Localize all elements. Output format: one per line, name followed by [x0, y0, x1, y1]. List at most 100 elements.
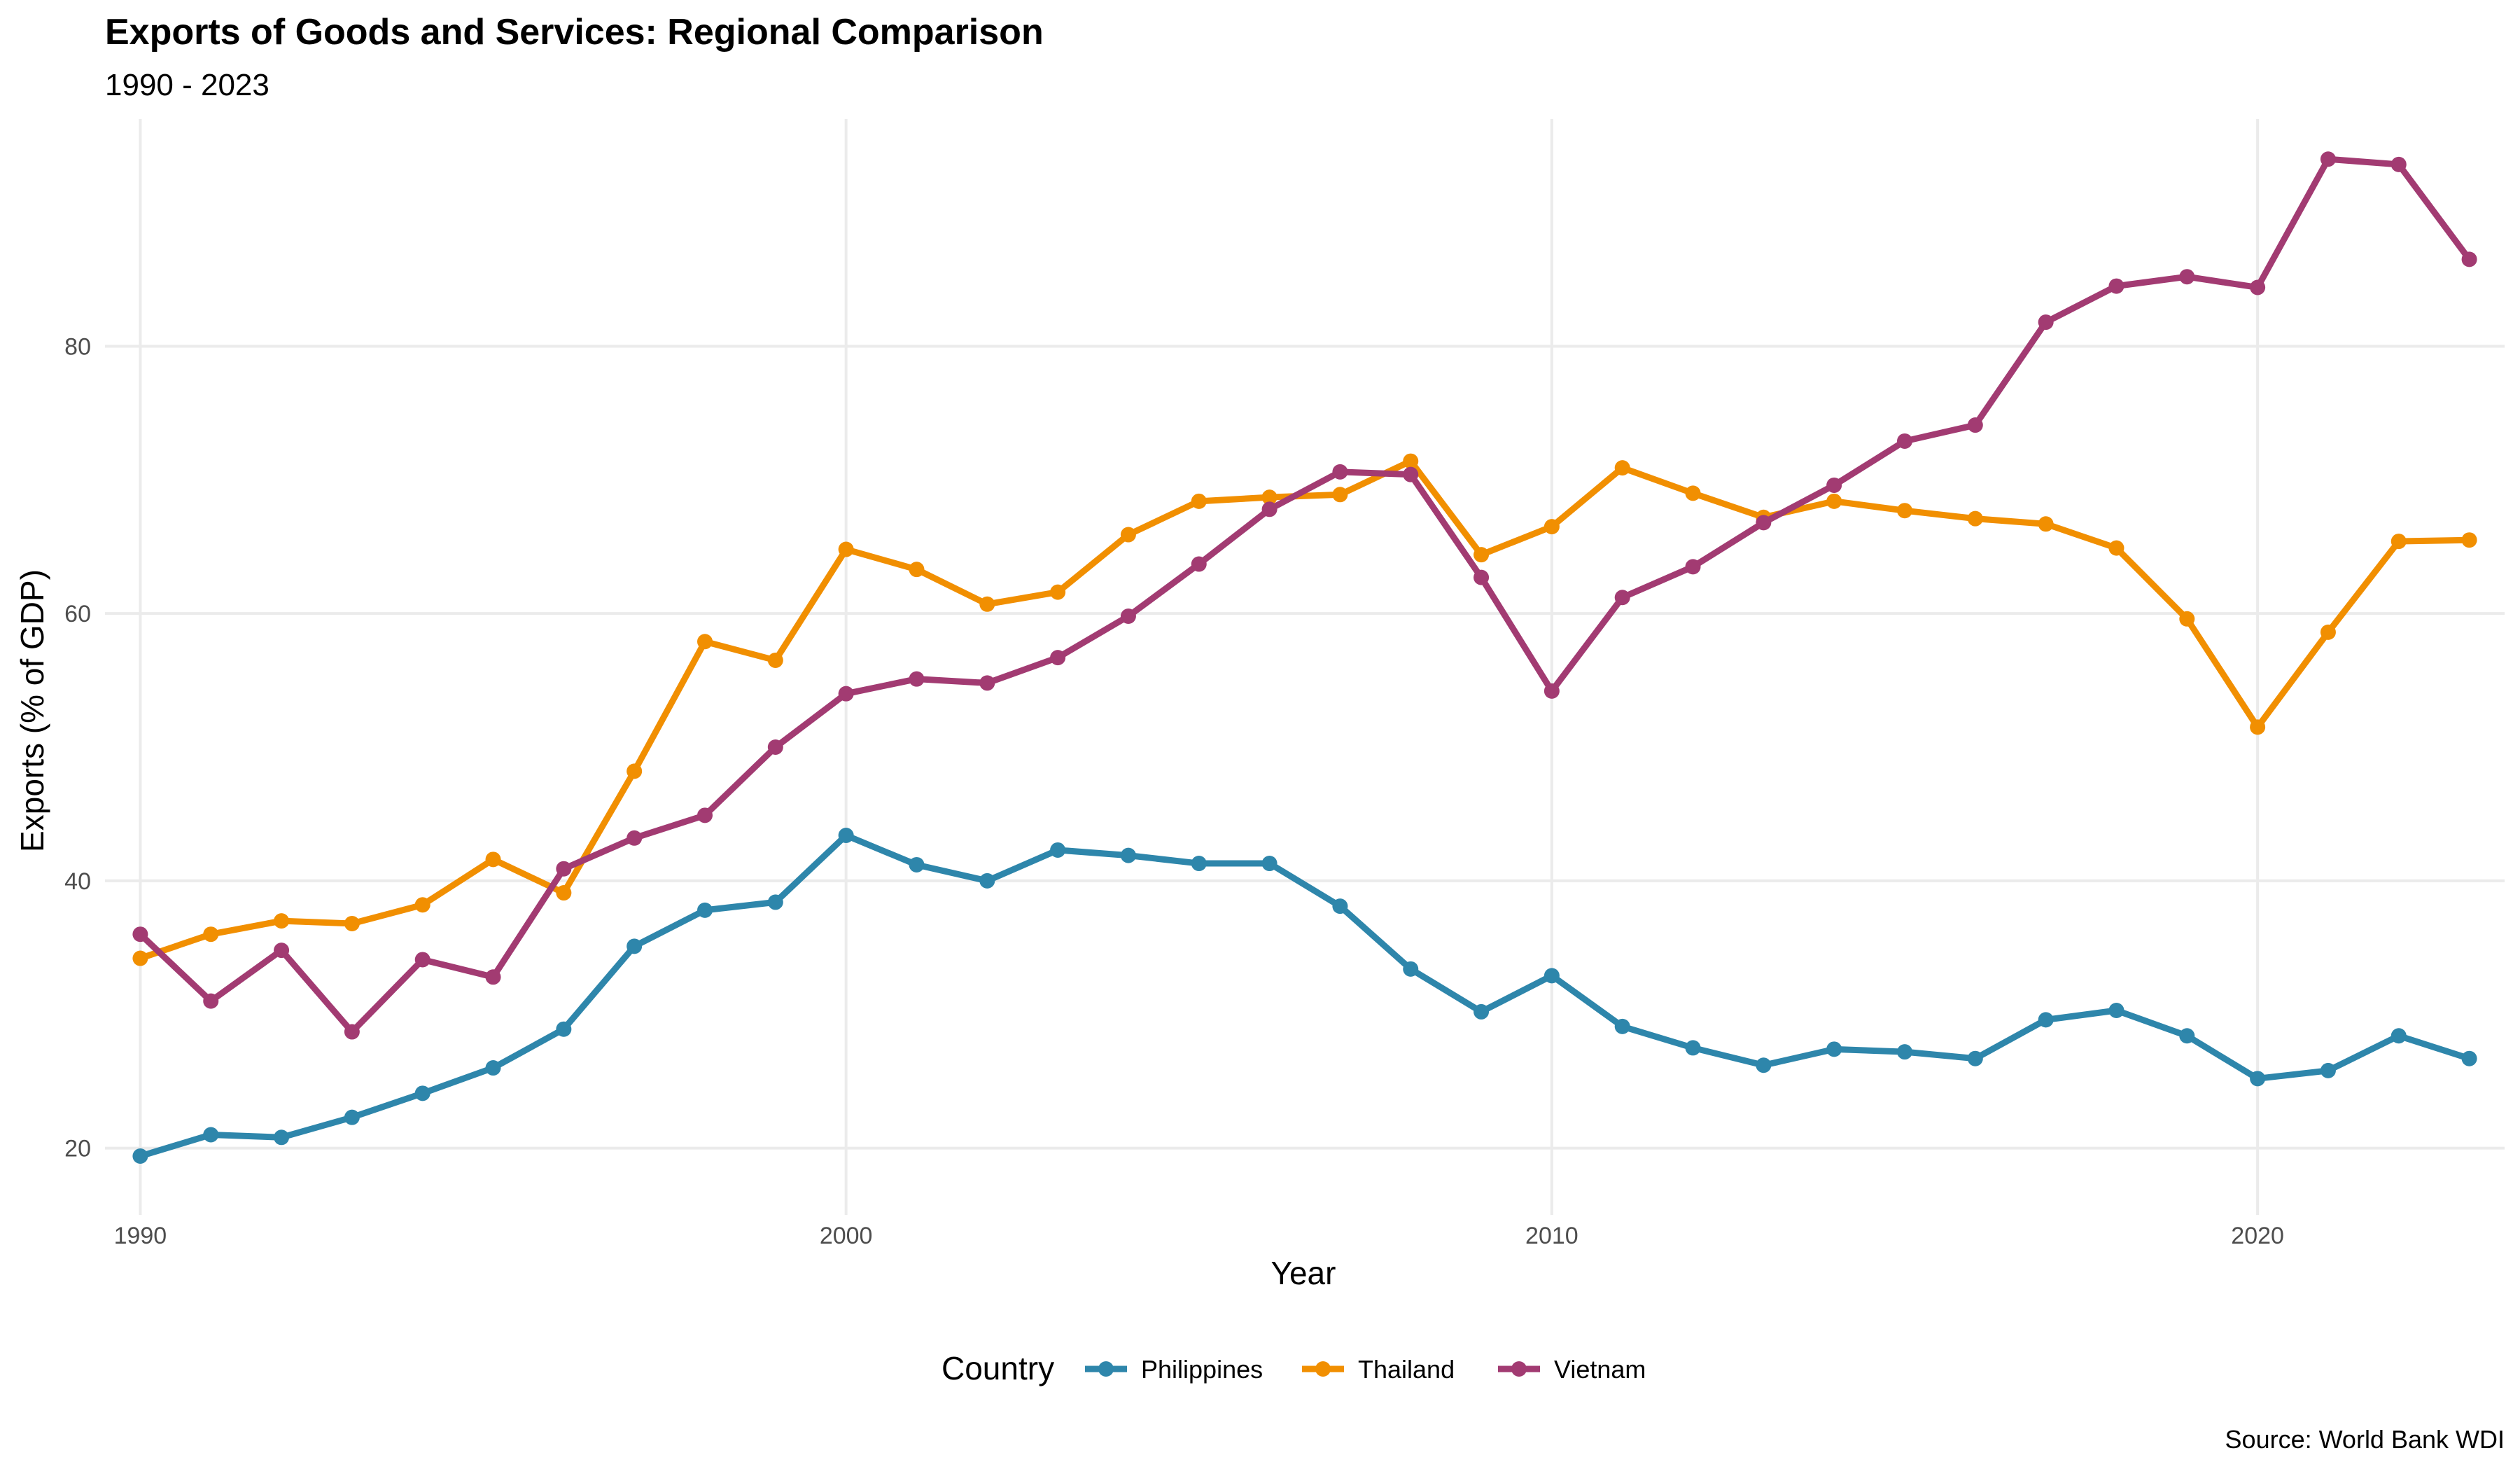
chart-title: Exports of Goods and Services: Regional …: [105, 12, 1044, 53]
data-point-philippines: [1261, 856, 1278, 872]
data-point-philippines: [1544, 968, 1560, 984]
data-point-vietnam: [2461, 251, 2477, 267]
data-point-philippines: [1756, 1057, 1772, 1073]
y-axis-ticks: 20 40 60 80: [64, 333, 91, 1162]
data-point-thailand: [485, 851, 501, 868]
legend-title: Country: [941, 1350, 1054, 1386]
x-tick-label: 2010: [1525, 1223, 1578, 1249]
legend-key-point: [1098, 1361, 1114, 1377]
data-point-vietnam: [1191, 556, 1207, 572]
data-point-vietnam: [1120, 608, 1136, 624]
data-point-thailand: [1897, 503, 1912, 519]
data-point-philippines: [2108, 1002, 2124, 1018]
data-point-philippines: [1191, 856, 1207, 872]
data-point-thailand: [1403, 453, 1419, 469]
data-point-thailand: [697, 634, 713, 650]
data-point-thailand: [1967, 510, 1983, 527]
data-point-philippines: [2320, 1062, 2336, 1078]
x-axis-title: Year: [1271, 1255, 1336, 1291]
data-point-philippines: [626, 938, 643, 954]
data-point-vietnam: [2038, 314, 2054, 331]
data-point-vietnam: [979, 675, 995, 691]
x-axis-ticks: 1990 2000 2010 2020: [114, 1223, 2284, 1249]
data-point-thailand: [2320, 624, 2336, 640]
data-point-thailand: [1261, 489, 1278, 506]
data-point-philippines: [2390, 1028, 2407, 1044]
x-tick-label: 2000: [820, 1223, 873, 1249]
data-point-philippines: [979, 872, 995, 889]
data-point-vietnam: [626, 830, 643, 846]
data-point-thailand: [1474, 547, 1490, 563]
data-point-philippines: [1120, 847, 1136, 863]
data-point-vietnam: [132, 926, 148, 943]
data-point-vietnam: [697, 807, 713, 823]
data-point-thailand: [767, 652, 783, 668]
data-point-thailand: [274, 913, 290, 929]
data-point-vietnam: [2390, 156, 2407, 172]
data-point-vietnam: [1614, 590, 1630, 606]
y-tick-label: 80: [64, 333, 91, 360]
y-tick-label: 20: [64, 1136, 91, 1162]
data-point-vietnam: [1332, 464, 1348, 480]
data-point-thailand: [1614, 460, 1630, 476]
data-point-thailand: [1050, 584, 1066, 600]
data-point-philippines: [2461, 1050, 2477, 1066]
data-point-thailand: [2038, 516, 2054, 532]
data-point-vietnam: [1261, 501, 1278, 517]
legend-item-vietnam: Vietnam: [1498, 1355, 1646, 1384]
chart-caption: Source: World Bank WDI: [2225, 1425, 2505, 1454]
series-line-vietnam: [136, 155, 2473, 1036]
data-point-philippines: [1614, 1018, 1630, 1034]
data-point-philippines: [485, 1060, 501, 1076]
data-point-thailand: [979, 596, 995, 612]
data-point-thailand: [1544, 519, 1560, 535]
legend-label: Thailand: [1358, 1355, 1455, 1384]
data-point-thailand: [132, 950, 148, 966]
data-point-vietnam: [1050, 650, 1066, 666]
data-point-thailand: [2461, 532, 2477, 548]
data-point-vietnam: [556, 861, 572, 877]
data-point-thailand: [203, 926, 219, 943]
legend-item-philippines: Philippines: [1085, 1355, 1263, 1384]
data-point-vietnam: [1967, 417, 1983, 433]
x-tick-label: 1990: [114, 1223, 167, 1249]
data-point-vietnam: [909, 671, 925, 687]
data-point-philippines: [2250, 1071, 2266, 1087]
data-point-thailand: [414, 897, 430, 913]
data-point-philippines: [2038, 1012, 2054, 1028]
data-point-philippines: [1685, 1040, 1701, 1056]
data-point-thailand: [1685, 485, 1701, 501]
data-point-philippines: [1897, 1044, 1912, 1060]
y-tick-label: 40: [64, 868, 91, 895]
data-point-vietnam: [1685, 559, 1701, 575]
data-point-vietnam: [1756, 515, 1772, 531]
data-point-thailand: [344, 915, 360, 931]
data-point-philippines: [838, 827, 854, 843]
data-point-thailand: [1120, 527, 1136, 543]
data-point-philippines: [767, 894, 783, 910]
data-point-philippines: [1332, 898, 1348, 915]
x-tick-label: 2020: [2231, 1223, 2284, 1249]
gridlines: [105, 119, 2505, 1215]
data-point-vietnam: [414, 952, 430, 968]
data-point-vietnam: [2179, 269, 2195, 285]
data-point-philippines: [414, 1085, 430, 1101]
series-vietnam: [132, 151, 2477, 1040]
legend-label: Vietnam: [1554, 1355, 1646, 1384]
data-point-philippines: [132, 1148, 148, 1164]
data-point-philippines: [1050, 842, 1066, 858]
data-point-vietnam: [274, 943, 290, 959]
data-point-philippines: [1403, 961, 1419, 977]
data-point-thailand: [2108, 540, 2124, 556]
legend-item-thailand: Thailand: [1302, 1355, 1455, 1384]
data-point-vietnam: [1474, 569, 1490, 585]
data-point-vietnam: [1403, 466, 1419, 482]
data-point-philippines: [344, 1109, 360, 1125]
series-philippines: [132, 827, 2477, 1164]
data-point-thailand: [909, 562, 925, 578]
data-point-vietnam: [767, 739, 783, 756]
data-point-thailand: [626, 763, 643, 779]
data-point-philippines: [203, 1127, 219, 1143]
